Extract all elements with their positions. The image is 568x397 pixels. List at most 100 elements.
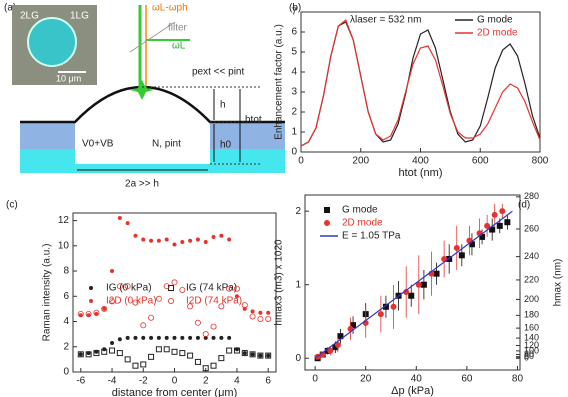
point [265,315,272,322]
y-tick-label: 0 [291,147,297,158]
point [140,322,147,329]
point [93,350,100,357]
x-tick-label: 6 [265,376,271,387]
y-tick-label: 0 [63,367,69,378]
legend-label: IG (74 kPa) [186,283,237,294]
point [249,313,256,320]
inset-label: 2LG [20,11,39,22]
point [227,335,232,340]
y-tick-label: 1 [295,279,301,290]
point [179,286,186,293]
point [327,347,334,354]
point [233,285,240,292]
point [219,335,224,340]
x-tick-label: 4 [234,376,240,387]
point [420,281,427,288]
point [266,310,271,315]
x-tick-label: 2 [203,376,209,387]
x-tick-label: -2 [139,376,148,387]
point [484,222,491,229]
point [390,303,397,310]
x-tick-label: 80 [512,374,524,385]
point [125,335,130,340]
point [249,351,256,358]
point [116,283,123,290]
y-label: Enhancement factor (a.u.) [274,24,285,140]
y-tick-label: 6 [63,291,69,302]
point [210,323,217,330]
x-tick-label: 400 [412,156,429,167]
point [258,310,263,315]
point [458,252,465,259]
y2-tick-label: 160 [524,322,539,332]
y2-tick-label: 220 [524,274,539,284]
point [491,211,498,218]
point [241,302,248,309]
point [265,352,272,359]
point [132,362,139,369]
y-tick-label: 2 [63,341,69,352]
point [415,281,422,288]
inset-label: 1LG [70,11,89,22]
dim-label: htot [245,115,262,126]
point [180,335,185,340]
point [89,285,94,290]
y-tick-label: 4 [291,67,297,78]
point [125,221,130,226]
point [109,347,116,354]
point [408,292,415,299]
point [110,269,115,274]
point [77,351,84,358]
chart: (b) 0 200 400 600 800 0 1 2 3 4 5 6 7 htot (nm) Enhance… [274,3,549,179]
point [148,353,155,360]
y2-label: hmax (nm) [553,259,564,307]
annotation: λlaser = 532 nm [350,15,421,26]
point [156,238,161,243]
x-tick-label: -6 [76,376,85,387]
pressure-label: pext << pint [192,67,244,78]
dim-label: h0 [220,140,232,151]
point [234,294,239,299]
y-tick-label: 0 [295,353,301,364]
point [504,219,511,226]
y-tick-label: 2 [291,107,297,118]
point [156,335,161,340]
filter-line [129,21,176,53]
y-tick-label: 1 [291,127,297,138]
x-tick-label: 0 [298,156,304,167]
point [226,285,233,292]
point [141,335,146,340]
point [257,352,264,359]
width-label: 2a >> h [125,179,159,190]
point [233,347,240,354]
point [433,270,440,277]
point [164,237,169,242]
point [124,356,131,363]
volume-label: V0+VB [82,139,114,150]
point [242,306,247,311]
beam-label: ωL-ωph [152,3,188,14]
chart: (c) -6 -4 -2 0 2 4 6 0 2 4 6 8 10 12 distance from cent… [6,200,277,397]
point [188,238,193,243]
point [77,310,84,317]
y2-tick-label: 120 [524,340,539,350]
point [250,352,255,357]
x-tick-label: 40 [411,374,423,385]
legend-label: 2D mode [342,218,383,229]
point [242,351,247,356]
point [489,226,496,233]
legend-label: I2D (74 kPa) [186,296,242,307]
graphene-drum [27,17,77,67]
point [167,297,174,304]
point [93,309,100,316]
x-tick-label: 200 [352,156,369,167]
point [219,233,224,238]
point [132,299,139,306]
point [187,303,194,310]
y-tick-label: 7 [291,7,297,18]
point [117,216,122,221]
point [102,306,107,311]
point [334,341,341,348]
line [300,21,541,147]
point [218,355,225,362]
